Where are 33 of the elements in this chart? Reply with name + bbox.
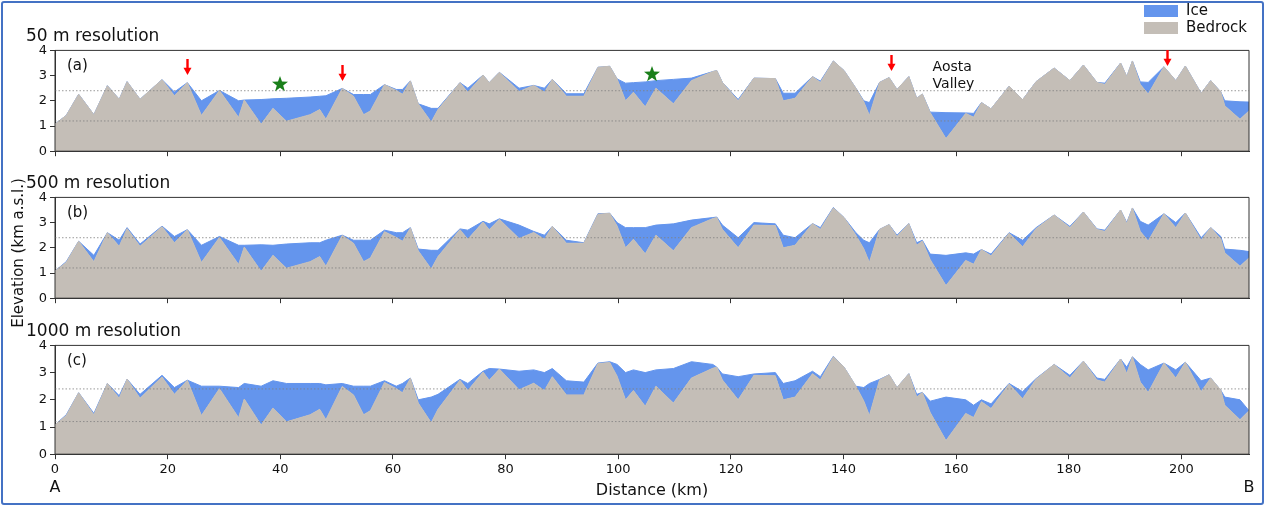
x-tick-label: 40 (272, 461, 289, 477)
y-tick-label: 3 (38, 363, 47, 379)
x-tick-label: 180 (1056, 461, 1082, 477)
y-tick-label: 1 (38, 264, 47, 280)
x-tick-label: 0 (50, 461, 60, 477)
y-tick-label: 1 (38, 418, 47, 434)
annotation: (c) (67, 350, 87, 369)
y-tick-label: 0 (38, 289, 47, 305)
x-tick-label: 140 (831, 461, 856, 477)
text: A (49, 477, 61, 497)
y-tick-label: 3 (38, 66, 47, 82)
annotation: (a) (67, 55, 88, 74)
text: B (1243, 477, 1255, 497)
y-tick-label: 2 (38, 391, 47, 407)
x-tick-label: 100 (605, 461, 631, 477)
annotation: Aosta Valley (932, 58, 975, 92)
y-axis-title: Elevation (km a.s.l.) (9, 178, 27, 328)
y-tick-label: 2 (38, 239, 47, 255)
legend-label: Bedrock (1186, 18, 1247, 36)
x-axis-title: Distance (km) (595, 479, 709, 499)
y-tick-label: 2 (38, 92, 47, 108)
x-tick-label: 80 (497, 461, 514, 477)
x-tick-label: 60 (384, 461, 402, 477)
x-tick-label: 200 (1169, 461, 1194, 477)
y-tick-label: 0 (38, 142, 47, 158)
y-tick-label: 3 (38, 213, 47, 229)
y-tick-label: 0 (38, 445, 47, 461)
x-tick-label: 20 (159, 461, 176, 477)
x-tick-label: 120 (718, 461, 744, 477)
y-tick-label: 1 (38, 117, 47, 133)
legend-label: Ice (1186, 1, 1208, 19)
x-tick-label: 160 (943, 461, 969, 477)
annotation: (b) (67, 202, 89, 221)
